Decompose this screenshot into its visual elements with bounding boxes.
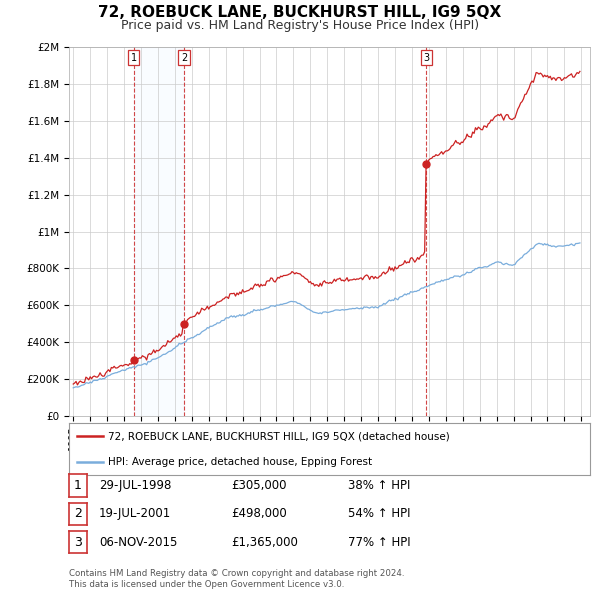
Text: 19-JUL-2001: 19-JUL-2001 (99, 507, 171, 520)
Text: 38% ↑ HPI: 38% ↑ HPI (348, 479, 410, 492)
Text: 72, ROEBUCK LANE, BUCKHURST HILL, IG9 5QX (detached house): 72, ROEBUCK LANE, BUCKHURST HILL, IG9 5Q… (108, 431, 450, 441)
Text: 2: 2 (74, 507, 82, 520)
Text: £498,000: £498,000 (231, 507, 287, 520)
Text: 2: 2 (181, 53, 187, 63)
Text: 77% ↑ HPI: 77% ↑ HPI (348, 536, 410, 549)
Bar (134, 47, 184, 416)
Text: Price paid vs. HM Land Registry's House Price Index (HPI): Price paid vs. HM Land Registry's House … (121, 19, 479, 32)
Text: £1,365,000: £1,365,000 (231, 536, 298, 549)
Text: 1: 1 (74, 479, 82, 492)
Text: 3: 3 (423, 53, 430, 63)
Text: Contains HM Land Registry data © Crown copyright and database right 2024.
This d: Contains HM Land Registry data © Crown c… (69, 569, 404, 589)
Text: HPI: Average price, detached house, Epping Forest: HPI: Average price, detached house, Eppi… (108, 457, 372, 467)
Text: 3: 3 (74, 536, 82, 549)
Text: 1: 1 (131, 53, 137, 63)
Text: 06-NOV-2015: 06-NOV-2015 (99, 536, 178, 549)
Text: £305,000: £305,000 (231, 479, 287, 492)
Text: 54% ↑ HPI: 54% ↑ HPI (348, 507, 410, 520)
Text: 29-JUL-1998: 29-JUL-1998 (99, 479, 172, 492)
Text: 72, ROEBUCK LANE, BUCKHURST HILL, IG9 5QX: 72, ROEBUCK LANE, BUCKHURST HILL, IG9 5Q… (98, 5, 502, 19)
